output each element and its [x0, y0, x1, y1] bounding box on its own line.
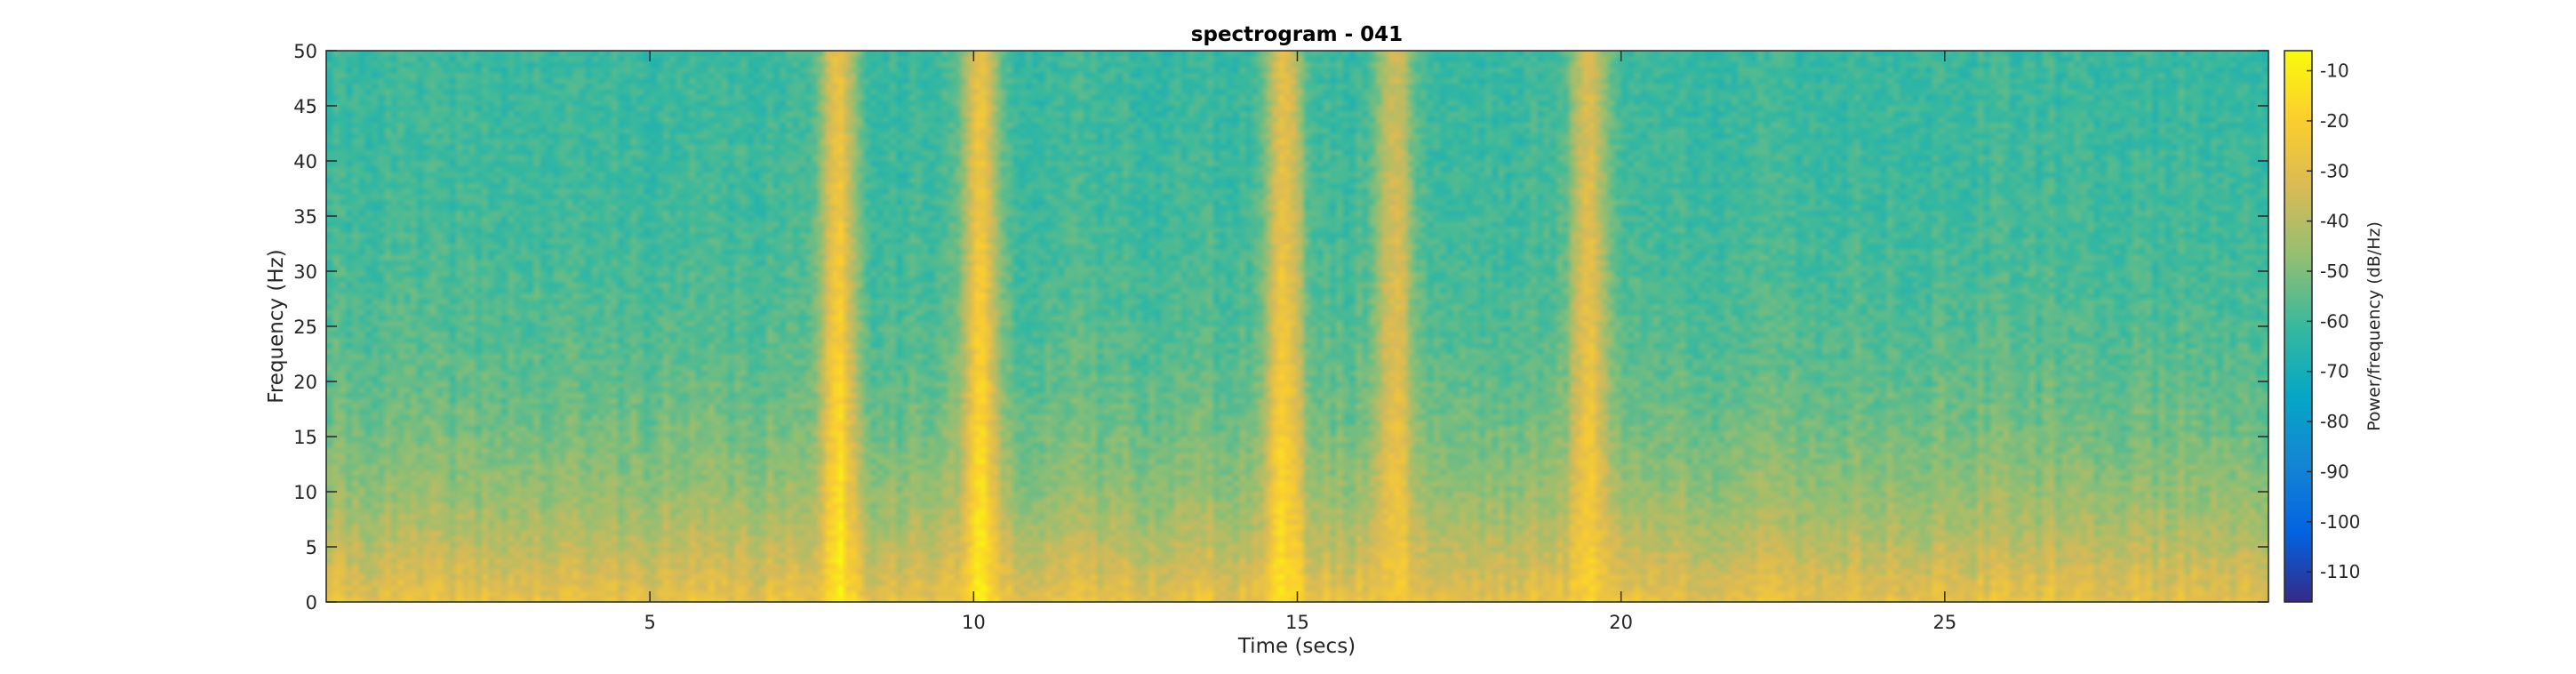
y-axis: 0 5 10 15 20 25 30 35 40 45 50: [293, 41, 2268, 614]
colorbar-tick-label: -90: [2320, 461, 2349, 482]
chart-title: spectrogram - 041: [1191, 23, 1403, 46]
y-tick-label: 45: [293, 96, 317, 117]
y-tick-label: 40: [293, 151, 317, 173]
y-tick-label: 5: [306, 537, 317, 558]
x-tick-label: 5: [644, 612, 655, 633]
y-tick-label: 30: [293, 261, 317, 283]
x-tick-label: 10: [962, 612, 986, 633]
colorbar-tick-label: -100: [2320, 511, 2360, 533]
colorbar-tick-label: -80: [2320, 411, 2349, 432]
x-tick-label: 20: [1609, 612, 1633, 633]
colorbar-tick-label: -70: [2320, 361, 2349, 382]
colorbar-tick-label: -30: [2320, 160, 2349, 181]
y-axis-label: Frequency (Hz): [265, 249, 288, 403]
x-tick-label: 15: [1285, 612, 1309, 633]
colorbar-label: Power/frequency (dB/Hz): [2364, 221, 2384, 431]
colorbar-frame: [2284, 50, 2313, 603]
x-tick-label: 25: [1932, 612, 1956, 633]
y-tick-label: 20: [293, 372, 317, 393]
y-tick-label: 15: [293, 427, 317, 448]
colorbar-tick-label: -60: [2320, 310, 2349, 332]
colorbar-gradient: [2284, 51, 2312, 602]
x-axis-label: Time (secs): [1237, 635, 1356, 658]
colorbar-tick-label: -110: [2320, 561, 2360, 582]
colorbar-tick-label: -10: [2320, 60, 2349, 82]
colorbar-tick-label: -20: [2320, 110, 2349, 132]
y-tick-label: 50: [293, 41, 317, 62]
x-axis: 5 10 15 20 25: [644, 51, 1956, 633]
plot-area: [325, 50, 2269, 603]
colorbar-tick-label: -40: [2320, 211, 2349, 232]
y-tick-label: 25: [293, 317, 317, 338]
colorbar-tick-label: -50: [2320, 261, 2349, 282]
y-tick-label: 0: [306, 592, 317, 614]
y-tick-label: 10: [293, 482, 317, 503]
spectrogram-heatmap: [326, 51, 2268, 602]
y-tick-label: 35: [293, 206, 317, 228]
colorbar-ticks: -10 -20 -30 -40 -50 -60 -70 -80 -90 -100 -110: [2307, 60, 2360, 582]
colorbar: -10 -20 -30 -40 -50 -60 -70 -80 -90 -100 -110 Powe…: [2284, 50, 2384, 603]
